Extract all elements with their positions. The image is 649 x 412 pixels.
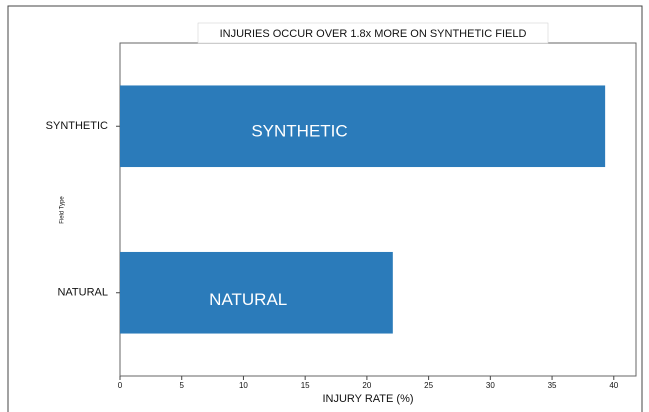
x-tick-label: 30 bbox=[486, 381, 495, 390]
x-tick-label: 40 bbox=[609, 381, 618, 390]
image-frame bbox=[7, 5, 643, 412]
bar-label: SYNTHETIC bbox=[251, 122, 347, 141]
x-axis-label: INJURY RATE (%) bbox=[322, 393, 413, 405]
y-axis-label: Field Type bbox=[60, 196, 66, 224]
x-tick-label: 25 bbox=[424, 381, 433, 390]
y-tick-label: SYNTHETIC bbox=[46, 120, 108, 132]
y-tick-label: NATURAL bbox=[57, 287, 108, 299]
x-tick-label: 10 bbox=[239, 381, 248, 390]
x-tick-label: 20 bbox=[362, 381, 371, 390]
x-tick-label: 15 bbox=[301, 381, 310, 390]
x-tick-label: 35 bbox=[548, 381, 557, 390]
x-tick-label: 5 bbox=[179, 381, 184, 390]
bar-label: NATURAL bbox=[209, 290, 287, 309]
bar bbox=[120, 85, 606, 168]
bar bbox=[120, 251, 393, 334]
chart-title: INJURIES OCCUR OVER 1.8x MORE ON SYNTHET… bbox=[220, 28, 527, 40]
x-tick-label: 0 bbox=[118, 381, 123, 390]
title-box bbox=[197, 22, 549, 44]
